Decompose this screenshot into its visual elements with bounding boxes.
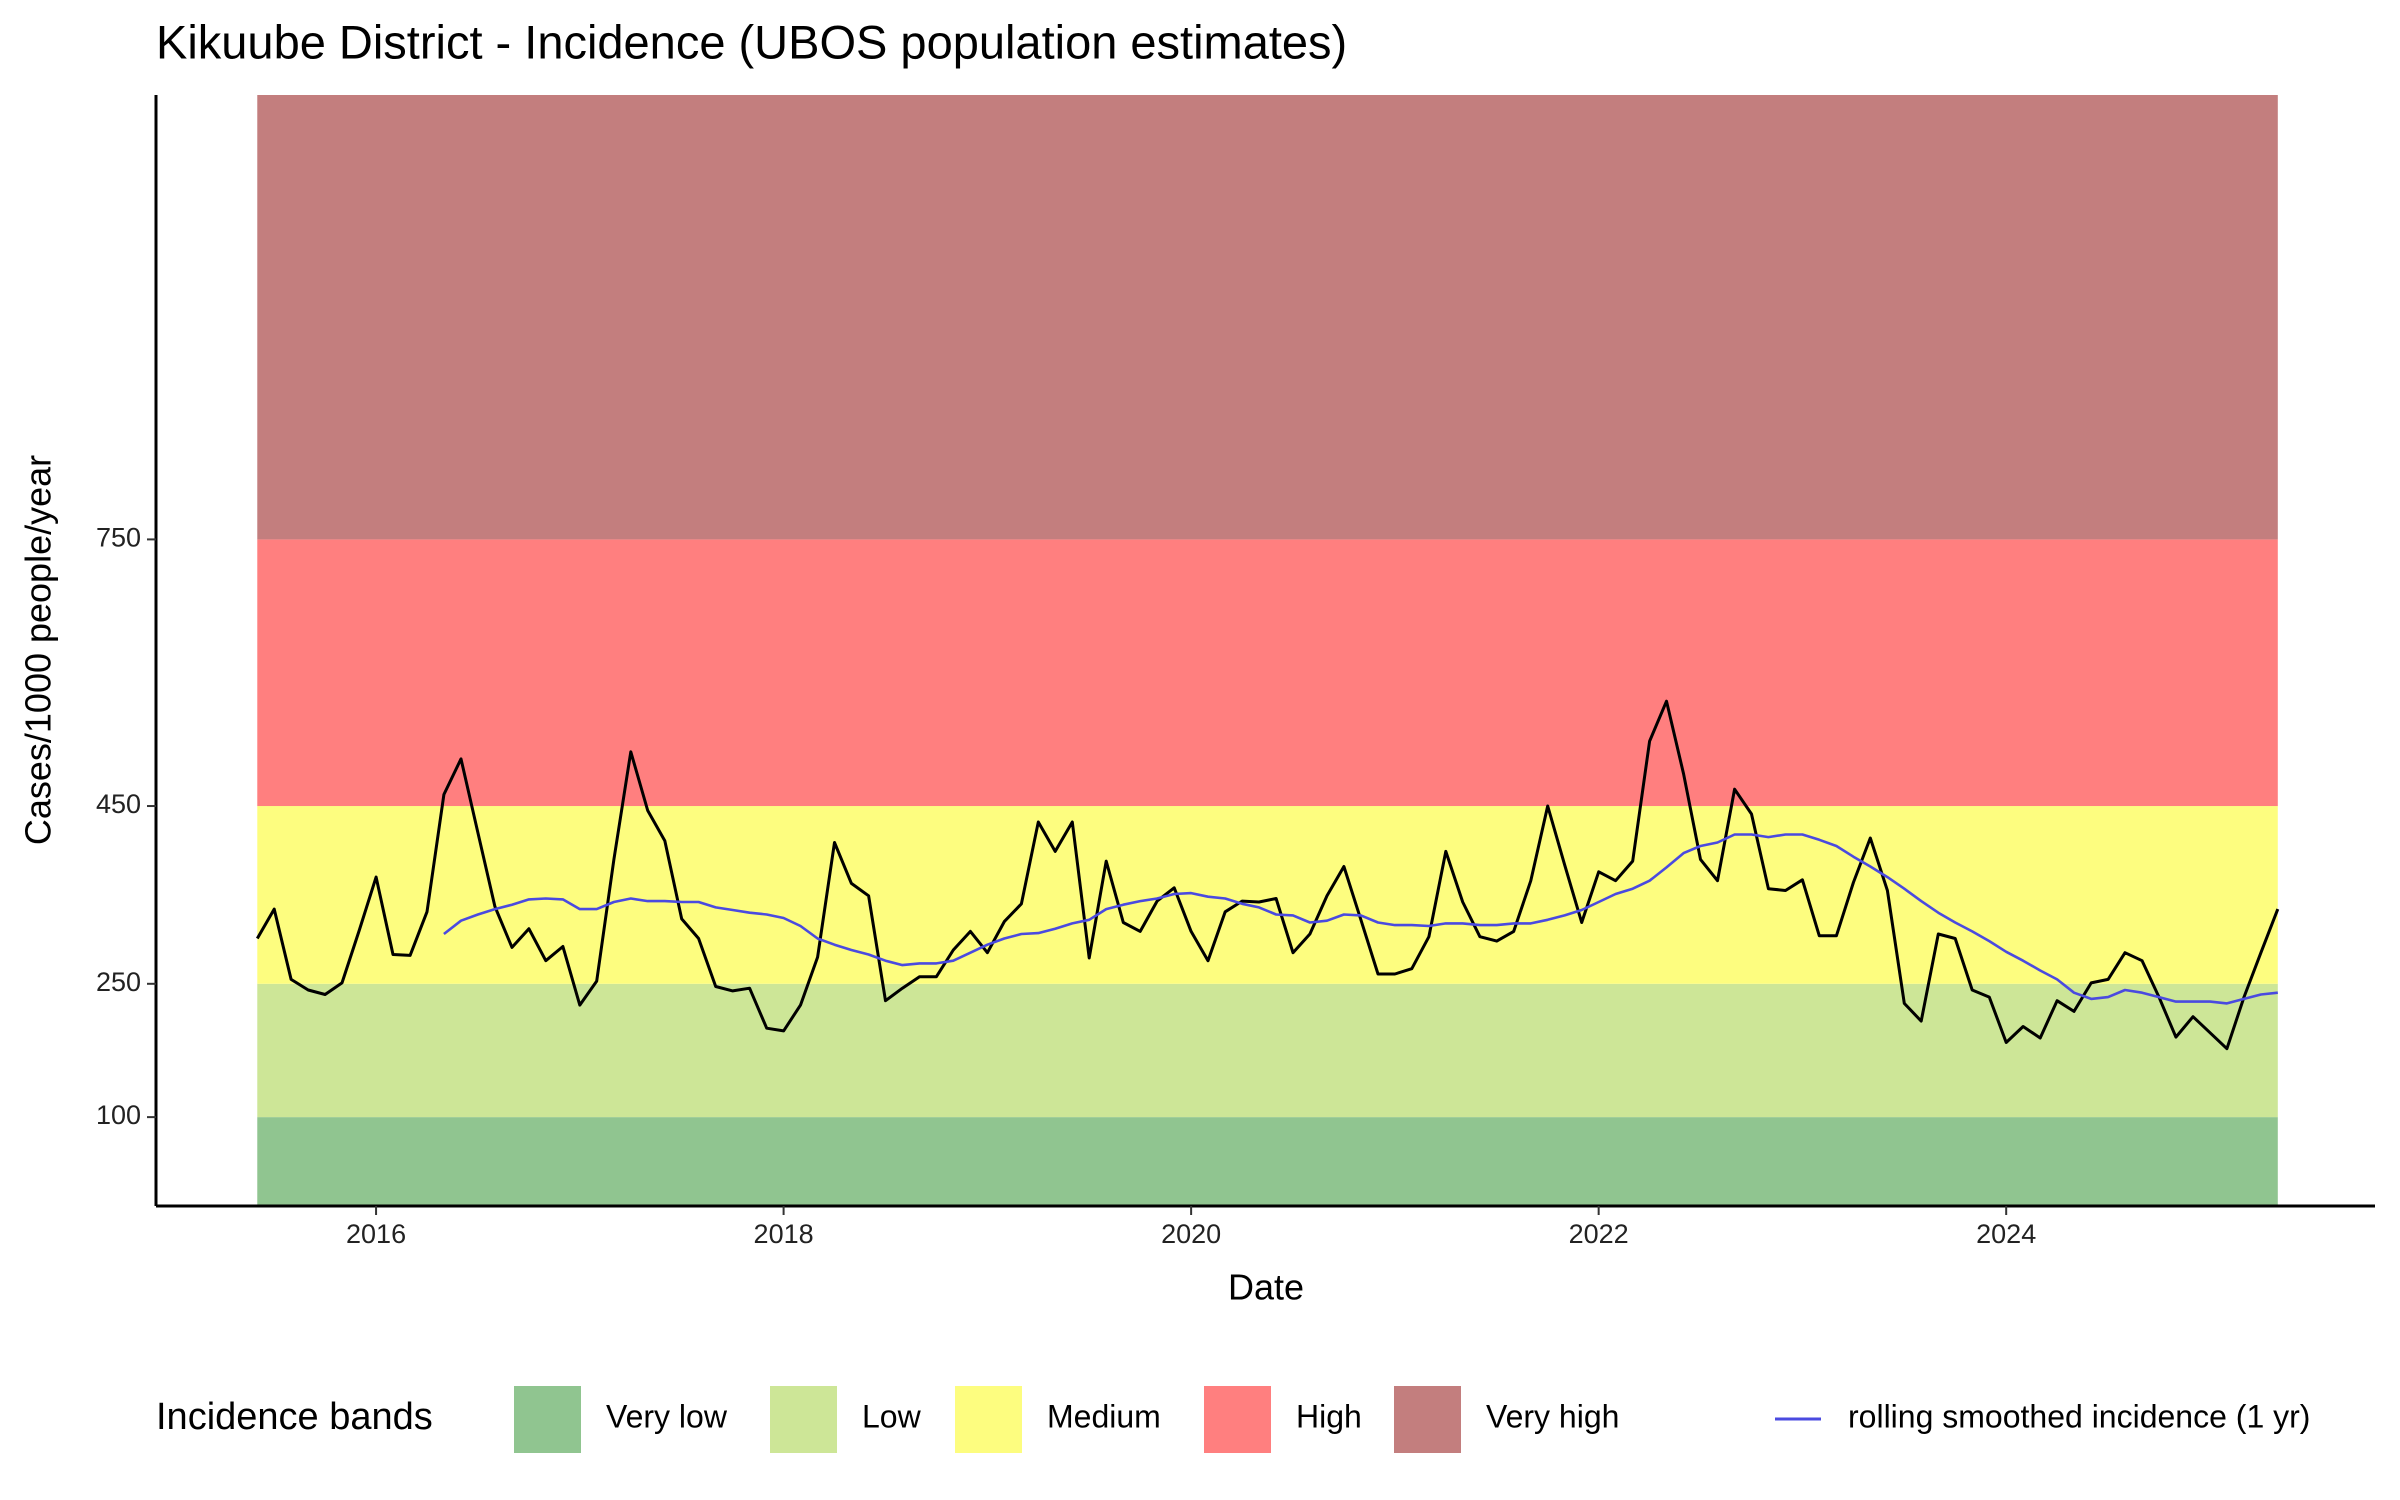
legend-swatch [1394, 1386, 1461, 1453]
series-line [443, 833, 2278, 1005]
y-axis-title: Cases/1000 people/year [18, 455, 59, 845]
legend-label: Low [862, 1398, 922, 1434]
x-tick-label: 2016 [346, 1219, 406, 1249]
legend-label: Very low [606, 1398, 728, 1434]
legend-swatch [514, 1386, 581, 1453]
x-axis-title: Date [1228, 1267, 1304, 1308]
y-tick-label: 250 [96, 967, 141, 997]
x-tick-label: 2020 [1161, 1219, 1221, 1249]
legend-label: High [1296, 1398, 1362, 1434]
x-tick-label: 2024 [1976, 1219, 2036, 1249]
y-tick-label: 750 [96, 523, 141, 553]
legend-swatch [770, 1386, 837, 1453]
y-tick-label: 100 [96, 1100, 141, 1130]
legend-label: Medium [1047, 1398, 1161, 1434]
x-tick-label: 2018 [754, 1219, 814, 1249]
incidence-band [257, 1117, 2278, 1206]
series-line [255, 699, 2280, 1051]
incidence-band [257, 539, 2278, 807]
legend-label: Very high [1486, 1398, 1619, 1434]
legend-swatch [955, 1386, 1022, 1453]
y-tick-label: 450 [96, 789, 141, 819]
incidence-band [257, 806, 2278, 984]
chart-title: Kikuube District - Incidence (UBOS popul… [156, 15, 1347, 68]
legend-title: Incidence bands [156, 1396, 433, 1438]
incidence-band [257, 983, 2278, 1118]
incidence-band [257, 95, 2278, 540]
x-tick-label: 2022 [1569, 1219, 1629, 1249]
legend-swatch [1204, 1386, 1271, 1453]
legend-label: rolling smoothed incidence (1 yr) [1848, 1398, 2310, 1434]
